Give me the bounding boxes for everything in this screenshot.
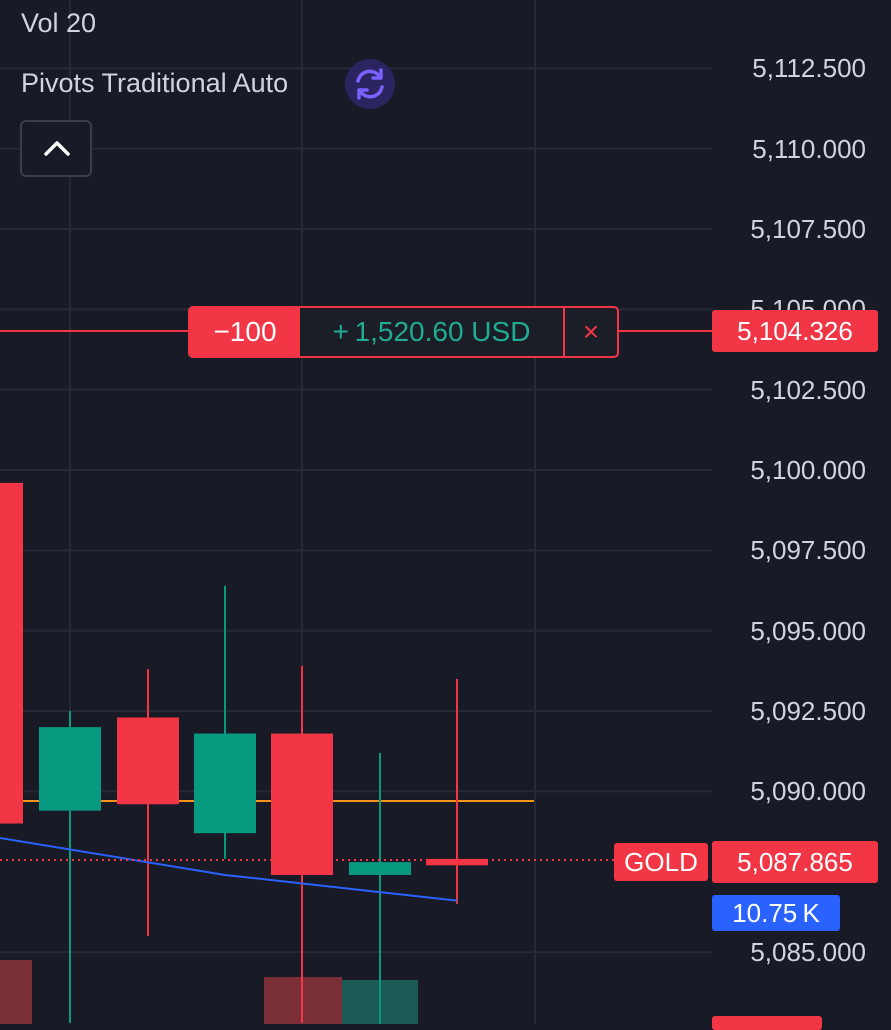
y-axis-tick-label: 5,095.000: [750, 615, 866, 646]
y-axis-tick-label: 5,100.000: [750, 455, 866, 485]
position-order-widget[interactable]: −100 + 1,520.60 USD ×: [188, 306, 619, 358]
price-tag-partial: [712, 1016, 822, 1030]
candle-body: [39, 727, 101, 811]
order-profit: + 1,520.60 USD: [300, 308, 565, 356]
candle-body: [117, 717, 179, 805]
candle-body: [0, 482, 23, 824]
y-axis-tick-label: 5,097.500: [750, 535, 866, 566]
volume-indicator-label[interactable]: Vol 20: [21, 8, 97, 38]
moving-average-line: [0, 837, 458, 902]
candle-body: [426, 858, 488, 866]
volume-bar: [0, 960, 32, 1024]
y-axis-tick-label: 5,112.500: [752, 53, 866, 84]
last-price-tag: 5,087.865: [712, 841, 878, 883]
y-axis-tick-label: 5,102.500: [750, 374, 866, 405]
candle-body: [349, 862, 411, 875]
y-axis-tick-label: 5,085.000: [750, 937, 866, 968]
collapse-legend-button[interactable]: [20, 120, 92, 177]
order-quantity[interactable]: −100: [190, 308, 300, 356]
y-axis-tick-label: 5,092.500: [750, 696, 866, 727]
candle-body: [194, 733, 256, 834]
y-axis-tick-label: 5,110.000: [752, 133, 866, 164]
order-price-tag[interactable]: 5,104.326: [712, 310, 878, 352]
close-icon: ×: [582, 316, 600, 347]
chevron-up-icon: [44, 141, 70, 156]
symbol-name-tag: GOLD: [614, 843, 708, 881]
y-axis-tick-label: 5,107.500: [750, 213, 866, 244]
y-axis-tick-label: 5,090.000: [750, 776, 866, 807]
candle-body: [271, 733, 333, 875]
sync-icon[interactable]: [345, 59, 395, 109]
pivots-indicator-label[interactable]: Pivots Traditional Auto: [21, 68, 289, 98]
volume-value-tag: 10.75 K: [712, 895, 840, 931]
close-position-button[interactable]: ×: [565, 308, 617, 356]
